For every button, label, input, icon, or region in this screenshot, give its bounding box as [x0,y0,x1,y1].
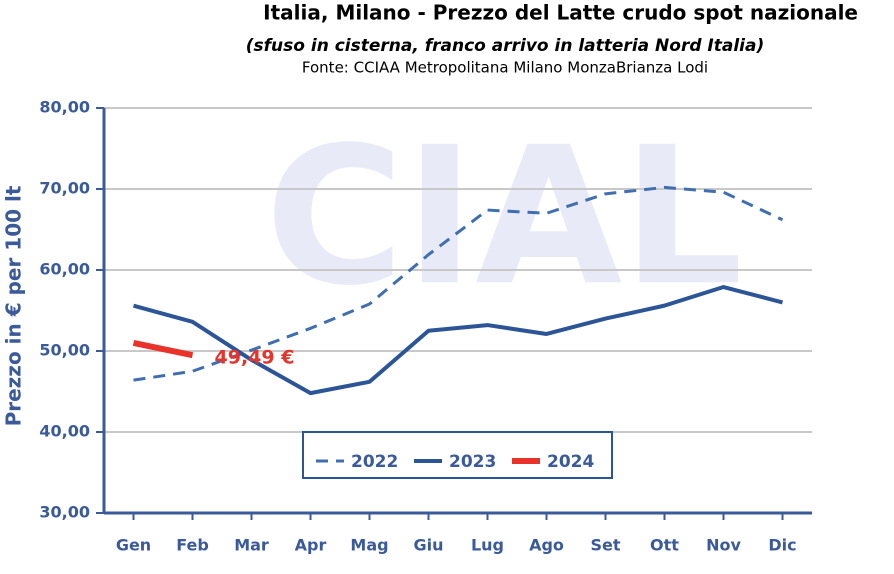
x-tick-label: Dic [768,536,796,555]
line-series [132,285,784,396]
y-axis-label: Prezzo in € per 100 lt [2,185,26,426]
y-tick-label: 50,00 [39,341,90,360]
chart-source: Fonte: CCIAA Metropolitana Milano MonzaB… [302,59,708,77]
watermark: CIAL [265,106,743,327]
chart-subtitle: (sfuso in cisterna, franco arrivo in lat… [246,36,764,56]
x-tick-label: Gen [116,536,151,555]
y-tick-label: 80,00 [39,98,90,117]
legend-box [302,431,613,479]
x-tick-label: Set [590,536,620,555]
x-tick-label: Feb [176,536,209,555]
x-tick-label: Ago [529,536,564,555]
legend-label: 2023 [449,452,496,472]
y-tick-label: 60,00 [39,260,90,279]
chart-title: Italia, Milano - Prezzo del Latte crudo … [263,1,858,25]
annotation: 49,49 € [215,347,295,369]
y-tick-label: 40,00 [39,422,90,441]
x-tick-label: Mag [350,536,388,555]
x-tick-label: Giu [413,536,443,555]
x-tick-label: Ott [650,536,679,555]
line-series [132,339,194,359]
legend-label: 2022 [351,452,398,472]
y-tick-label: 70,00 [39,179,90,198]
legend: 2022 2023 2024 [302,431,613,479]
x-tick-label: Apr [295,536,327,555]
legend-label: 2024 [547,452,594,472]
x-tick-label: Lug [471,536,504,555]
y-tick-label: 30,00 [39,503,90,522]
x-tick-label: Mar [234,536,269,555]
x-tick-label: Nov [706,536,741,555]
